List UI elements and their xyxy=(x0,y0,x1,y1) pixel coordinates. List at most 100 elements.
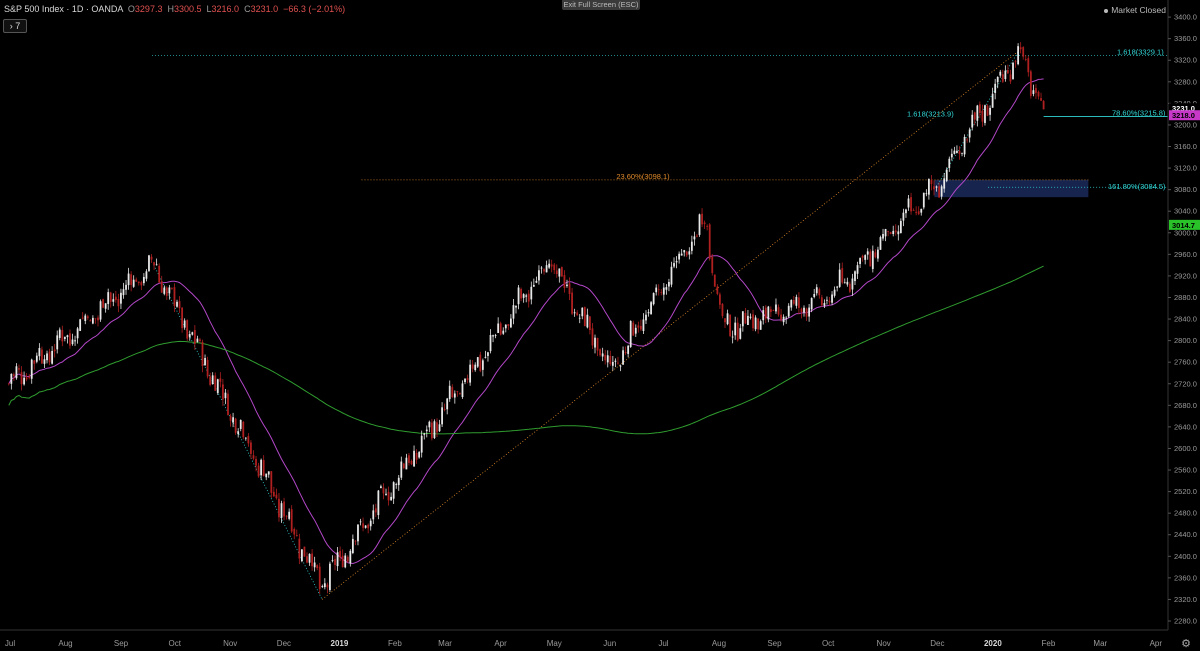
candle-body xyxy=(176,301,178,307)
candle-body xyxy=(53,349,56,352)
exit-fullscreen-button[interactable]: Exit Full Screen (ESC) xyxy=(562,0,640,10)
candle-body xyxy=(815,287,818,294)
candle-body xyxy=(716,286,719,294)
candle-body xyxy=(464,378,466,383)
candle-body xyxy=(1014,61,1017,63)
candle-body xyxy=(326,584,329,588)
candle-body xyxy=(479,354,482,372)
x-tick-label: Mar xyxy=(1093,639,1107,648)
candle-body xyxy=(369,520,372,527)
indicators-collapse-button[interactable]: › 7 xyxy=(3,19,27,33)
candle-body xyxy=(390,496,393,501)
candle-body xyxy=(792,300,795,304)
ma-fast-line xyxy=(8,78,1044,565)
candle-body xyxy=(566,284,568,287)
candle-body xyxy=(805,308,808,317)
candle-body xyxy=(538,270,540,281)
candle-body xyxy=(209,376,212,385)
candle-body xyxy=(420,435,423,453)
candle-body xyxy=(594,337,596,348)
candle-body xyxy=(201,341,204,366)
y-tick-label: 2360.0 xyxy=(1174,573,1197,582)
close-value: 3231.0 xyxy=(250,4,279,14)
candle-body xyxy=(915,211,918,213)
y-tick-label: 3000.0 xyxy=(1174,228,1197,237)
candle-body xyxy=(163,287,166,294)
gear-icon[interactable]: ⚙ xyxy=(1181,638,1191,650)
candle-body xyxy=(364,525,367,528)
candle-body xyxy=(7,383,10,385)
candle-body xyxy=(611,361,614,366)
candle-body xyxy=(826,299,828,301)
candle-body xyxy=(109,292,112,302)
candle-body xyxy=(239,419,242,429)
candle-body xyxy=(408,455,410,463)
candle-body xyxy=(609,355,612,365)
candle-body xyxy=(35,355,38,362)
candle-body xyxy=(754,317,757,330)
candle-body xyxy=(589,316,591,331)
candle-body xyxy=(502,330,505,334)
candle-body xyxy=(1040,98,1042,101)
candle-body xyxy=(675,261,678,263)
candle-body xyxy=(308,553,311,563)
candle-body xyxy=(448,385,451,400)
candle-body xyxy=(818,289,821,296)
candle-body xyxy=(181,307,184,329)
candle-body xyxy=(492,335,494,337)
candle-body xyxy=(599,349,602,356)
candle-body xyxy=(336,552,339,567)
candle-body xyxy=(423,433,426,435)
candle-body xyxy=(186,320,189,339)
last-close-tag xyxy=(1169,103,1200,114)
y-tick-label: 2880.0 xyxy=(1174,293,1197,302)
candle-body xyxy=(204,358,206,366)
candle-body xyxy=(583,307,586,327)
candle-body xyxy=(377,490,380,516)
candle-body xyxy=(351,538,354,554)
candle-body xyxy=(968,129,971,138)
candle-body xyxy=(673,263,675,267)
candle-body xyxy=(385,493,387,495)
candle-body xyxy=(191,332,194,335)
candle-body xyxy=(252,455,255,459)
candle-body xyxy=(759,321,762,330)
candle-body xyxy=(851,278,854,290)
candle-body xyxy=(1012,62,1014,80)
candle-body xyxy=(545,265,548,273)
candle-body xyxy=(864,255,867,260)
candle-body xyxy=(318,566,321,590)
candle-body xyxy=(920,208,923,213)
candle-body xyxy=(935,186,938,188)
candle-body xyxy=(662,287,665,295)
candle-body xyxy=(362,523,364,528)
candle-body xyxy=(329,563,331,591)
candle-body xyxy=(1019,47,1022,50)
candle-body xyxy=(69,333,71,346)
candle-body xyxy=(278,498,280,518)
candle-body xyxy=(775,304,777,312)
candle-body xyxy=(576,312,579,316)
candle-body xyxy=(357,524,359,542)
x-tick-label: May xyxy=(547,639,562,648)
candle-body xyxy=(89,320,92,322)
candle-body xyxy=(963,136,966,155)
candle-body xyxy=(102,299,104,308)
candle-body xyxy=(711,256,714,273)
y-tick-label: 2760.0 xyxy=(1174,358,1197,367)
ma-slow-tag xyxy=(1169,219,1200,230)
candle-body xyxy=(973,112,976,120)
symbol-title: S&P 500 Index · 1D · OANDA xyxy=(4,4,123,14)
candle-body xyxy=(943,178,946,189)
candle-body xyxy=(145,271,148,279)
candle-body xyxy=(795,296,798,306)
candle-body xyxy=(497,323,500,333)
candle-body xyxy=(940,186,943,197)
candle-body xyxy=(229,415,232,421)
candle-body xyxy=(260,459,263,476)
candle-body xyxy=(917,211,920,215)
candle-body xyxy=(668,282,670,287)
candle-body xyxy=(359,521,362,523)
candle-body xyxy=(265,473,268,478)
